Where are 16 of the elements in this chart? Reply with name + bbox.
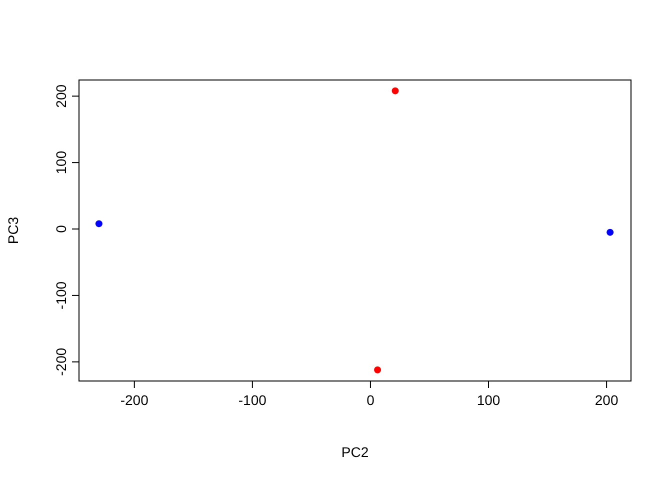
x-tick-label: 100 xyxy=(476,392,500,408)
x-tick-label: 200 xyxy=(594,392,618,408)
point xyxy=(95,220,102,228)
point xyxy=(374,366,382,374)
x-tick-label: -200 xyxy=(120,392,149,408)
x-tick-label: 0 xyxy=(366,392,375,408)
x-axis-title: PC2 xyxy=(341,444,369,460)
y-tick-label: 100 xyxy=(53,150,69,174)
point xyxy=(606,228,614,236)
x-tick-label: -100 xyxy=(238,392,267,408)
y-tick-label: -100 xyxy=(53,281,69,310)
y-tick-label: 200 xyxy=(53,84,69,108)
y-tick-label: -200 xyxy=(53,348,69,376)
y-tick-label: 0 xyxy=(53,224,69,233)
y-axis-title: PC3 xyxy=(5,216,21,244)
point xyxy=(392,87,399,94)
